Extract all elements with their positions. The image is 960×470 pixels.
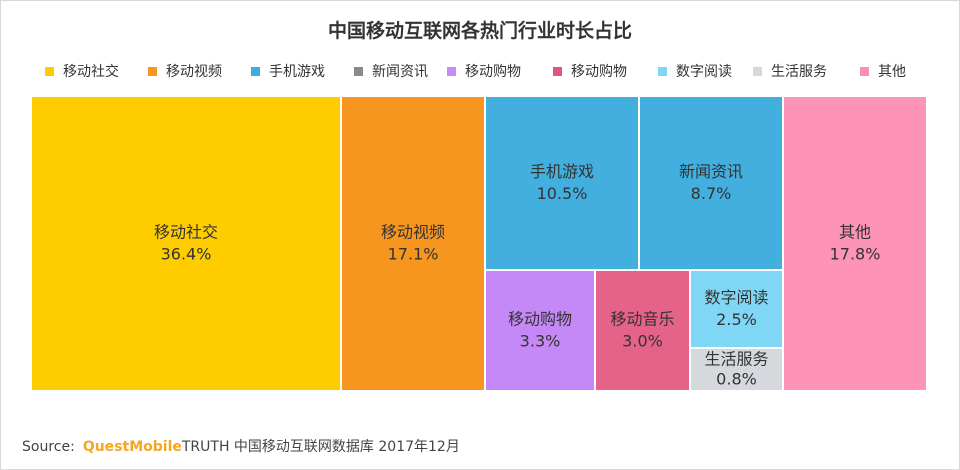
legend-label: 生活服务 [771, 64, 827, 80]
legend-swatch [251, 66, 260, 76]
source-text: TRUTH 中国移动互联网数据库 2017年12月 [181, 439, 460, 455]
tile-name-label: 移动音乐 [610, 310, 674, 329]
legend-item: 移动社交 [45, 60, 119, 82]
legend-swatch [45, 66, 54, 76]
source-label: Source: [22, 439, 75, 455]
legend-swatch [860, 66, 869, 76]
legend-swatch [148, 66, 157, 76]
legend-item: 生活服务 [753, 60, 827, 82]
tile-name-label: 其他 [839, 223, 871, 242]
tile-name-label: 数字阅读 [704, 288, 768, 307]
source-line: Source: QuestMobileTRUTH 中国移动互联网数据库 2017年… [22, 436, 460, 456]
tile-name-label: 生活服务 [704, 350, 768, 369]
treemap-tile [784, 97, 926, 390]
legend-item: 其他 [860, 60, 906, 82]
legend-item: 移动购物 [553, 60, 627, 82]
treemap-tile [486, 97, 638, 269]
treemap-tile [596, 271, 689, 390]
source-brand: QuestMobile [82, 439, 182, 455]
legend-label: 移动视频 [166, 64, 222, 80]
legend-label: 移动购物 [571, 64, 627, 80]
tile-name-label: 移动社交 [154, 223, 218, 242]
treemap-tile [486, 271, 594, 390]
legend: 移动社交 移动视频 手机游戏 新闻资讯 移动购物 移动购物 数字阅读 生活服务 其他 [40, 60, 920, 82]
legend-swatch [553, 66, 562, 76]
tile-name-label: 新闻资讯 [679, 162, 743, 181]
legend-label: 其他 [878, 64, 906, 80]
legend-swatch [753, 66, 762, 76]
legend-swatch [658, 66, 667, 76]
tile-value-label: 3.0% [622, 332, 663, 351]
tile-value-label: 17.1% [388, 245, 439, 264]
chart-title: 中国移动互联网各热门行业时长占比 [327, 20, 632, 42]
tile-name-label: 移动购物 [508, 310, 572, 329]
legend-label: 移动购物 [465, 64, 521, 80]
tile-value-label: 36.4% [161, 245, 212, 264]
tile-name-label: 移动视频 [381, 223, 445, 242]
legend-swatch [447, 66, 456, 76]
treemap-tile [691, 349, 782, 390]
legend-label: 手机游戏 [269, 64, 325, 80]
legend-item: 移动购物 [447, 60, 521, 82]
legend-label: 新闻资讯 [372, 64, 428, 80]
tile-value-label: 3.3% [520, 332, 561, 351]
legend-item: 新闻资讯 [354, 60, 428, 82]
tile-value-label: 10.5% [537, 184, 588, 203]
tile-value-label: 8.7% [691, 184, 732, 203]
tile-value-label: 2.5% [716, 310, 757, 329]
treemap-tile [32, 97, 340, 390]
treemap-tile [342, 97, 484, 390]
legend-swatch [354, 66, 363, 76]
tile-value-label: 17.8% [830, 245, 881, 264]
treemap-tile [691, 271, 782, 347]
legend-label: 移动社交 [63, 64, 119, 80]
tile-name-label: 手机游戏 [530, 162, 594, 181]
legend-item: 手机游戏 [251, 60, 325, 82]
legend-item: 移动视频 [148, 60, 222, 82]
tile-value-label: 0.8% [716, 370, 757, 389]
legend-item: 数字阅读 [658, 60, 732, 82]
treemap-tile [640, 97, 782, 269]
legend-label: 数字阅读 [676, 64, 732, 80]
